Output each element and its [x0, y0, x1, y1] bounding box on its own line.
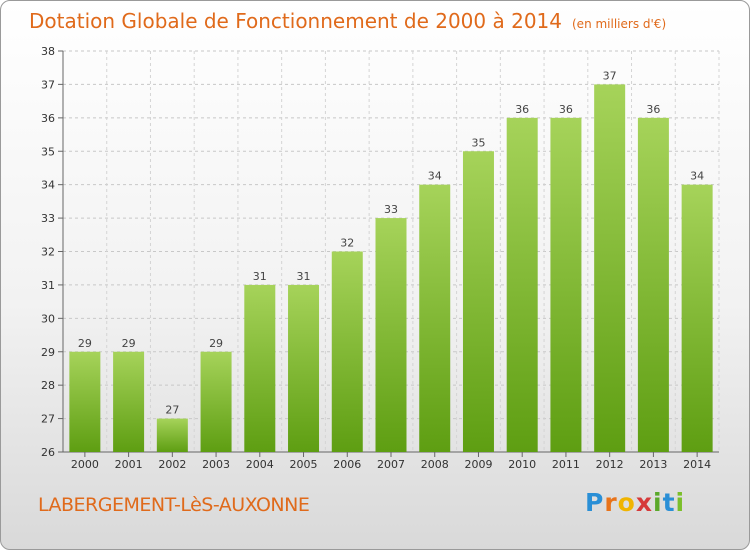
logo-letter: r	[604, 488, 618, 517]
data-label: 36	[515, 103, 529, 116]
x-tick-label: 2006	[333, 458, 361, 471]
data-label: 33	[384, 203, 398, 216]
y-tick-label: 31	[41, 279, 55, 292]
x-tick-label: 2004	[246, 458, 274, 471]
proxiti-logo: Proxiti	[585, 488, 685, 517]
data-label: 37	[603, 69, 617, 82]
x-tick-label: 2007	[377, 458, 405, 471]
logo-letter: t	[662, 488, 676, 517]
title-text: Dotation Globale de Fonctionnement de 20…	[29, 9, 562, 33]
data-label: 34	[690, 170, 704, 183]
data-label: 31	[297, 270, 311, 283]
bar	[637, 117, 669, 452]
tick-labels: 26 27 28 29 30 31 32 33 34 35 36 37 38 2000 2001 2002 20…	[41, 45, 711, 471]
x-tick-label: 2009	[464, 458, 492, 471]
y-tick-label: 26	[41, 446, 55, 459]
x-tick-label: 2010	[508, 458, 536, 471]
bar	[594, 84, 626, 453]
bar	[113, 351, 145, 452]
bar	[244, 284, 276, 452]
y-tick-label: 27	[41, 413, 55, 426]
y-tick-label: 32	[41, 246, 55, 259]
bar	[331, 251, 363, 452]
bar	[550, 117, 582, 452]
data-label: 29	[122, 337, 136, 350]
y-tick-label: 30	[41, 312, 55, 325]
y-tick-label: 37	[41, 78, 55, 91]
logo-letter: o	[617, 488, 636, 517]
data-label: 36	[646, 103, 660, 116]
data-label: 27	[165, 404, 179, 417]
y-tick-label: 29	[41, 346, 55, 359]
bar	[506, 117, 538, 452]
data-label: 36	[559, 103, 573, 116]
data-label: 34	[428, 170, 442, 183]
data-label: 31	[253, 270, 267, 283]
y-tick-label: 35	[41, 145, 55, 158]
x-tick-label: 2003	[202, 458, 230, 471]
y-tick-label: 33	[41, 212, 55, 225]
logo-letter: i	[653, 488, 663, 517]
data-label: 35	[471, 136, 485, 149]
data-labels: 29 29 27 29 31 31 32 33 34 35 36 36 37 36 34	[78, 69, 704, 416]
chart-title: Dotation Globale de Fonctionnement de 20…	[29, 9, 666, 33]
logo-letter: P	[585, 488, 605, 517]
y-tick-label: 28	[41, 379, 55, 392]
bar	[288, 284, 320, 452]
bar	[69, 351, 101, 452]
commune-name: LABERGEMENT-LèS-AUXONNE	[38, 494, 310, 516]
x-tick-label: 2014	[683, 458, 711, 471]
y-tick-label: 36	[41, 112, 55, 125]
data-label: 29	[209, 337, 223, 350]
logo-letter: i	[675, 488, 686, 517]
bar	[419, 184, 451, 452]
y-tick-label: 34	[41, 179, 55, 192]
bar	[462, 151, 494, 452]
chart-subtitle: (en milliers d'€)	[572, 17, 667, 31]
x-tick-label: 2011	[552, 458, 580, 471]
x-tick-label: 2008	[421, 458, 449, 471]
x-tick-label: 2001	[115, 458, 143, 471]
bar	[200, 351, 232, 452]
bar	[681, 184, 713, 452]
data-label: 29	[78, 337, 92, 350]
logo-letter: x	[635, 488, 653, 517]
y-tick-label: 38	[41, 45, 55, 58]
bar	[156, 418, 188, 452]
x-tick-label: 2000	[71, 458, 99, 471]
data-label: 32	[340, 237, 354, 250]
x-tick-label: 2002	[158, 458, 186, 471]
x-tick-label: 2005	[290, 458, 318, 471]
bar	[375, 218, 407, 452]
bars	[69, 84, 713, 453]
x-tick-label: 2012	[596, 458, 624, 471]
x-tick-label: 2013	[639, 458, 667, 471]
